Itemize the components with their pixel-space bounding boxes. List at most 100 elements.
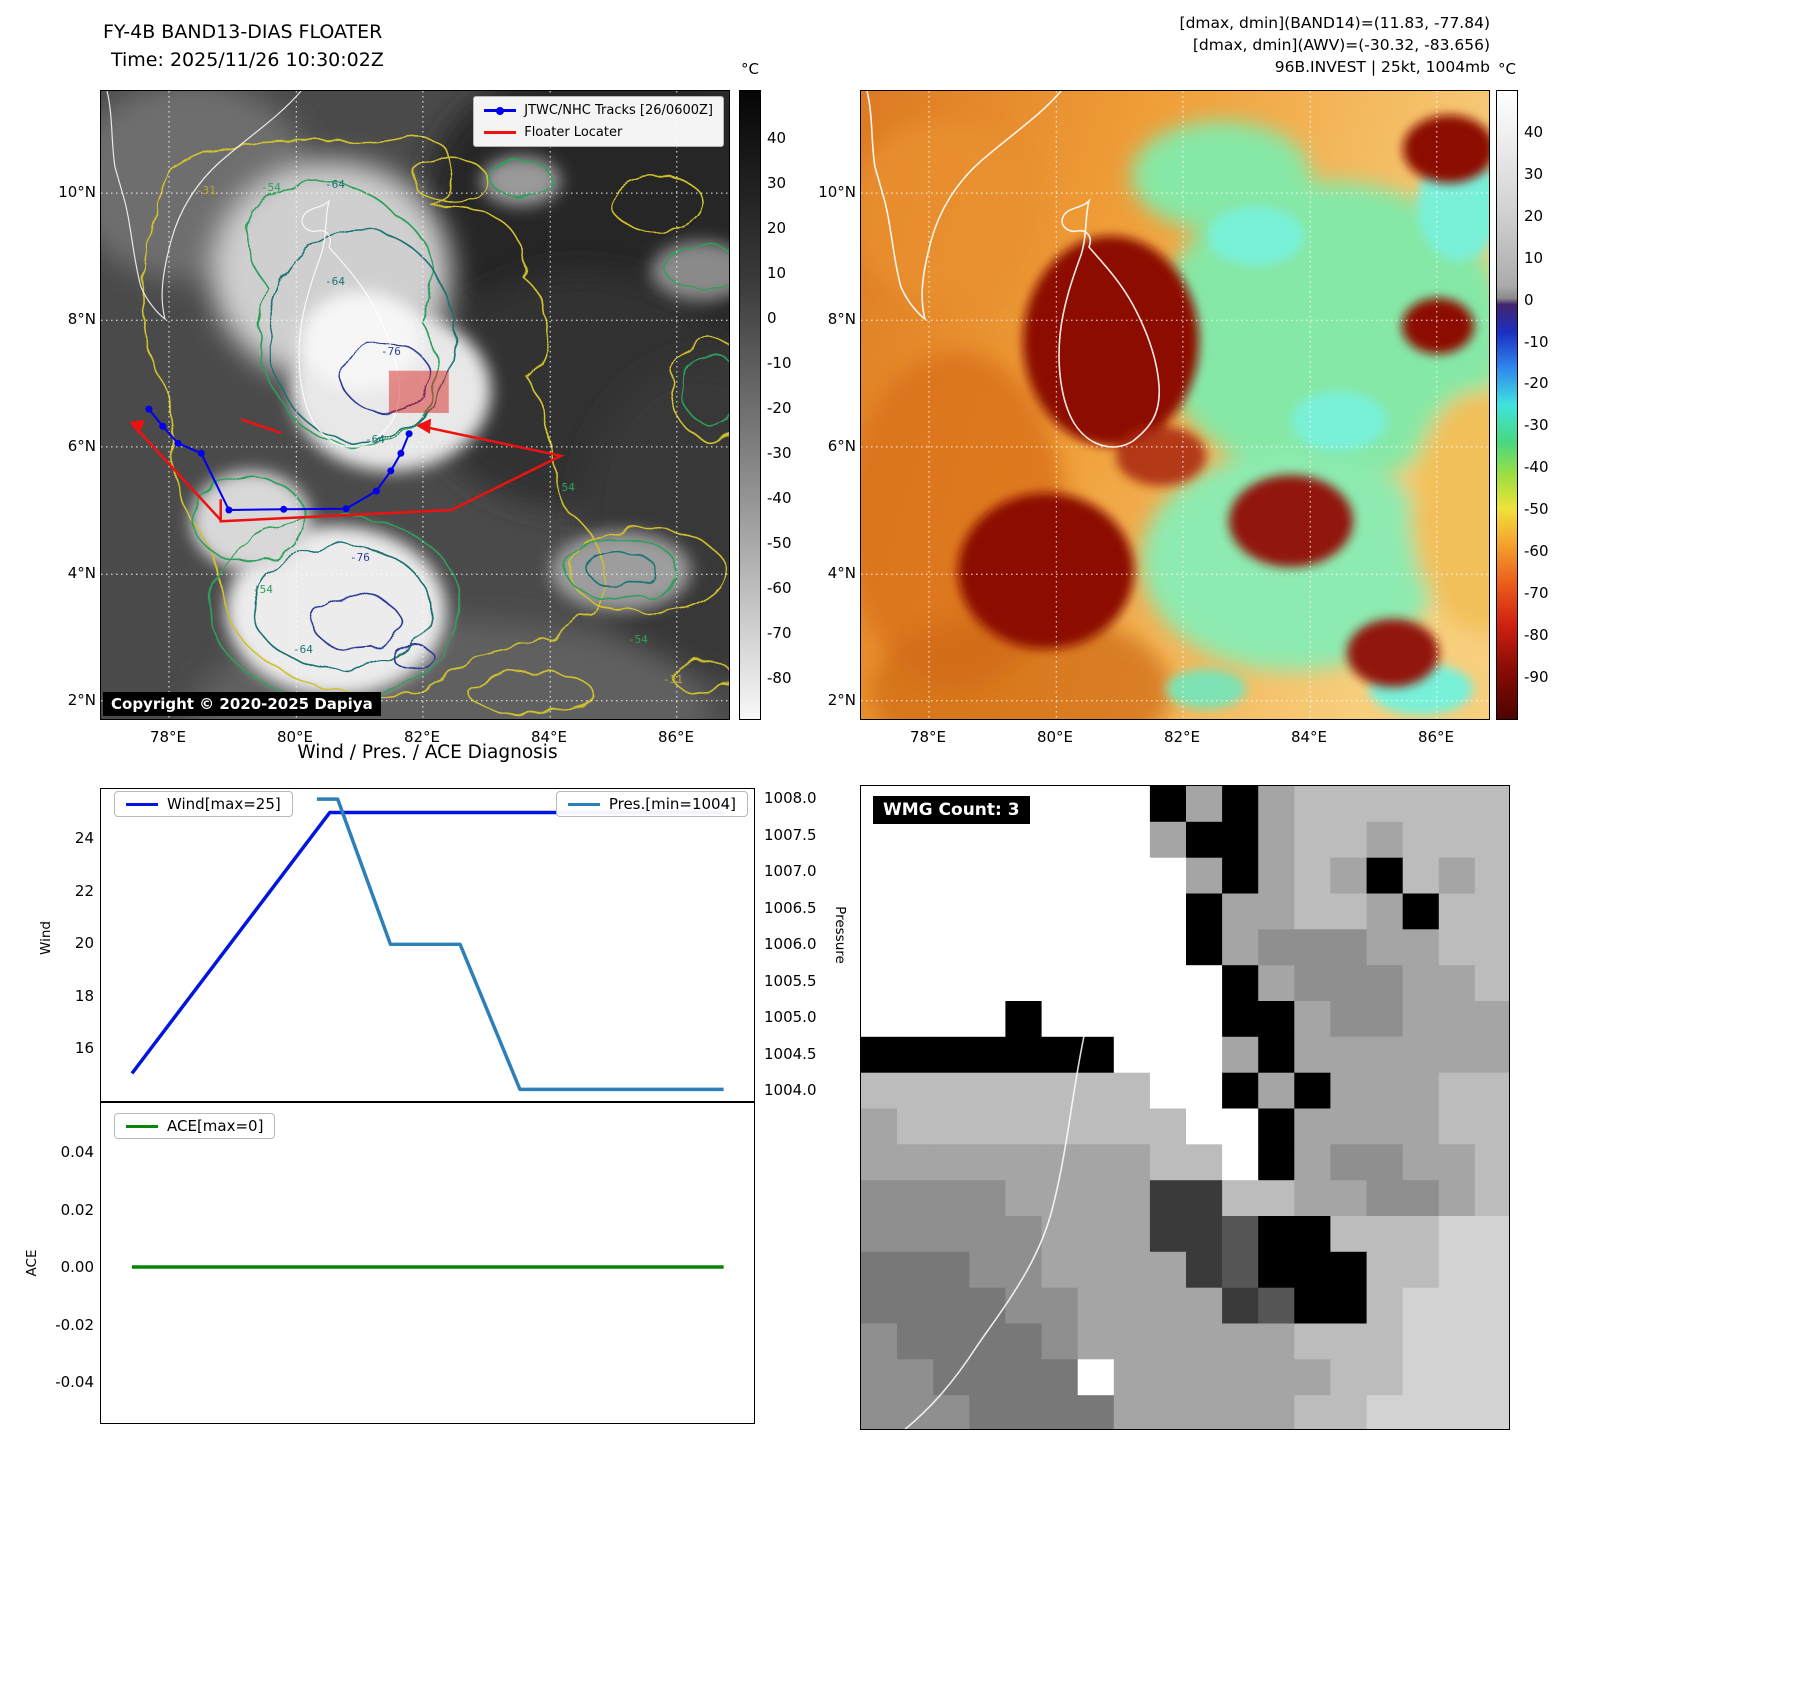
- awv-satellite-panel: [860, 90, 1490, 720]
- contour-minus64: [252, 229, 656, 670]
- contour-label: -64: [365, 433, 385, 446]
- ir-colorbar-tick: -20: [767, 399, 792, 417]
- copyright-watermark: Copyright © 2020-2025 Dapiya: [103, 692, 381, 716]
- wind-axis-label: Wind: [38, 921, 54, 955]
- pres-tick: 1004.0: [764, 1081, 817, 1099]
- wind-legend-line: [126, 802, 158, 806]
- jtwc-track-point: [405, 430, 413, 438]
- wmg-coastline: [904, 840, 1132, 1429]
- pres-tick: 1005.0: [764, 1008, 817, 1026]
- awv-header-invest: 96B.INVEST | 25kt, 1004mb: [1274, 58, 1490, 76]
- jtwc-track-dot-symbol: [496, 107, 505, 115]
- awv-x-tick: 84°E: [1290, 728, 1328, 746]
- awv-colorbar-tick: 30: [1524, 164, 1544, 183]
- floater-target-box: [388, 370, 449, 413]
- awv-colorbar-tick: 10: [1524, 248, 1544, 267]
- floater-track-arrowhead: [129, 419, 146, 435]
- awv-x-tick: 82°E: [1163, 728, 1201, 746]
- ir-contour-labels: -31 -54 -64 -76 -64 -64 -76 -54 -64 -54 -31 -54: [196, 178, 683, 686]
- floater-locater-track: [219, 499, 452, 523]
- awv-x-tick: 78°E: [909, 728, 947, 746]
- awv-colorbar-tick: -10: [1524, 332, 1549, 351]
- pres-tick: 1007.0: [764, 862, 817, 880]
- wind-tick: 20: [74, 934, 94, 952]
- ir-x-tick: 80°E: [276, 728, 314, 746]
- jtwc-track-point: [397, 449, 405, 457]
- legend-row-jtwc: JTWC/NHC Tracks [26/0600Z]: [484, 103, 713, 118]
- ir-colorbar-tick: -60: [767, 579, 792, 597]
- contour-label: -76: [350, 551, 370, 564]
- wmg-count-label: WMG Count: 3: [873, 796, 1030, 824]
- ir-panel-title: FY-4B BAND13-DIAS FLOATER: [103, 21, 383, 43]
- awv-header-awv: [dmax, dmin](AWV)=(-30.32, -83.656): [1192, 36, 1490, 54]
- contour-label: -31: [663, 673, 683, 686]
- pres-tick: 1007.5: [764, 825, 817, 844]
- ir-colorbar-tick: 0: [767, 309, 777, 327]
- awv-colorbar-tick: -50: [1524, 500, 1549, 519]
- pres-tick: 1006.5: [764, 898, 817, 917]
- legend-row-floater: Floater Locater: [484, 125, 713, 140]
- awv-colorbar-tick: 20: [1524, 206, 1544, 225]
- awv-satellite-image: [861, 91, 1489, 719]
- ir-map-legend: JTWC/NHC Tracks [26/0600Z] Floater Locat…: [473, 96, 724, 147]
- contour-label: -54: [253, 583, 273, 596]
- jtwc-track-legend-label: JTWC/NHC Tracks [26/0600Z]: [524, 103, 713, 118]
- wind-tick: 22: [74, 881, 94, 900]
- awv-colorbar-tick: -40: [1524, 458, 1549, 477]
- jtwc-track-point: [387, 467, 395, 475]
- awv-x-tick: 86°E: [1417, 728, 1455, 746]
- awv-y-tick: 2°N: [827, 691, 856, 709]
- awv-colorbar-tick: 0: [1524, 290, 1534, 309]
- ace-tick: -0.04: [55, 1373, 94, 1391]
- contour-label: -64: [325, 178, 345, 191]
- awv-colorbar-unit: °C: [1498, 60, 1516, 78]
- ir-y-tick: 6°N: [67, 437, 96, 455]
- ace-axis-label: ACE: [24, 1249, 40, 1277]
- awv-header-band14: [dmax, dmin](BAND14)=(11.83, -77.84): [1179, 14, 1490, 32]
- ir-colorbar-tick: 40: [767, 129, 787, 147]
- ir-colorbar: [739, 90, 761, 720]
- contour-label: -64: [293, 643, 313, 656]
- floater-track-arrowhead: [416, 418, 432, 434]
- ir-x-tick: 78°E: [149, 728, 187, 746]
- wind-legend: Wind[max=25]: [114, 791, 293, 817]
- ir-panel-time: Time: 2025/11/26 10:30:02Z: [111, 49, 384, 71]
- jtwc-track-line-symbol: [484, 107, 517, 115]
- jtwc-track-point: [145, 405, 153, 413]
- awv-colorbar: [1496, 90, 1518, 720]
- ir-y-tick: 10°N: [58, 183, 96, 201]
- awv-y-tick: 8°N: [827, 310, 856, 328]
- ir-colorbar-tick: -70: [767, 624, 792, 642]
- ir-y-tick: 2°N: [67, 691, 96, 709]
- contour-label: -54: [261, 181, 281, 194]
- awv-y-tick: 6°N: [827, 437, 856, 455]
- wind-pressure-chart: [100, 788, 755, 1102]
- ace-chart: [100, 1102, 755, 1424]
- ir-colorbar-tick: -80: [767, 669, 792, 687]
- jtwc-track-point: [280, 505, 288, 513]
- ir-x-tick: 84°E: [530, 728, 568, 746]
- ir-satellite-panel: -31 -54 -64 -76 -64 -64 -76 -54 -64 -54 -31 -54 JTW…: [100, 90, 730, 720]
- ace-legend-label: ACE[max=0]: [167, 1117, 264, 1135]
- wind-tick: 24: [74, 829, 94, 847]
- jtwc-track-point: [225, 506, 233, 514]
- ir-colorbar-tick: 20: [767, 219, 787, 237]
- pressure-legend: Pres.[min=1004]: [555, 791, 748, 817]
- ace-tick: -0.02: [55, 1315, 94, 1334]
- awv-colorbar-tick: -90: [1524, 667, 1549, 686]
- ace-legend-line: [126, 1124, 158, 1128]
- contour-label: -54: [628, 633, 648, 646]
- pressure-legend-line: [567, 802, 600, 806]
- wmg-grid-cells: [861, 786, 1509, 1429]
- awv-colorbar-tick: -80: [1524, 625, 1549, 644]
- awv-colorbar-tick: 40: [1524, 123, 1544, 141]
- jtwc-track-point: [174, 439, 182, 447]
- awv-deep-convection-blobs: [958, 115, 1489, 687]
- wind-tick: 18: [74, 986, 94, 1005]
- pres-tick: 1008.0: [764, 789, 817, 807]
- wmg-map-panel: WMG Count: 3: [860, 785, 1510, 1430]
- pressure-axis-label: Pressure: [832, 906, 848, 964]
- ir-cloud-art: [101, 91, 729, 719]
- ir-y-tick: 4°N: [67, 564, 96, 582]
